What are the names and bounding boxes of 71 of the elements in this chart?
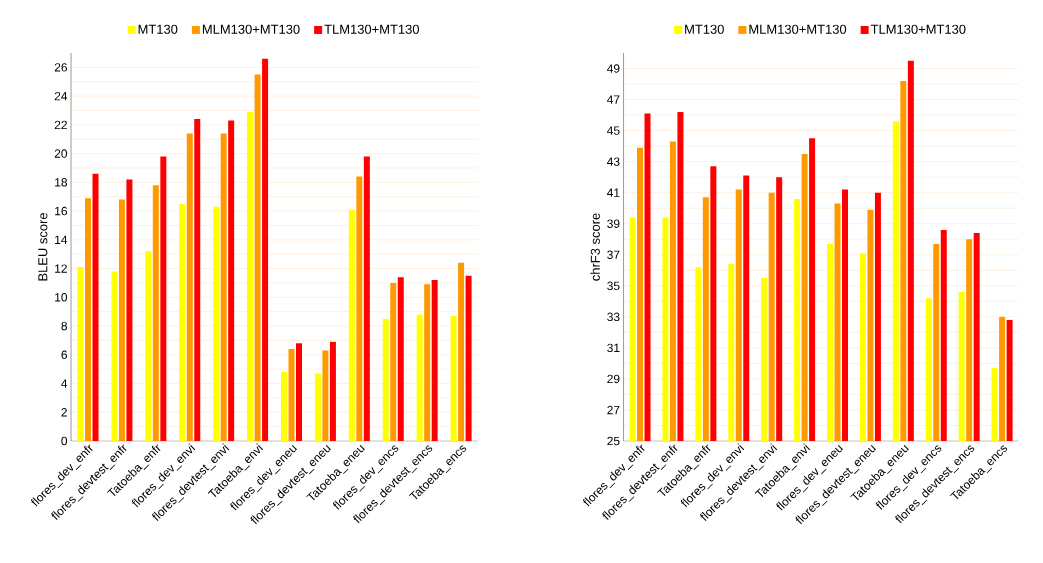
y-tick-label: 0 [61,436,68,446]
bar [465,275,472,441]
bar [450,315,457,441]
y-tick-label: 26 [54,63,67,72]
y-tick-label: 41 [607,188,620,197]
y-tick-label: 18 [55,178,67,187]
bar [458,262,465,441]
y-tick-label: 14 [55,235,68,244]
legend-label: MT130 [138,24,178,34]
bar [322,350,329,441]
bar [329,341,336,441]
legend-label: TLM130+MT130 [324,24,419,34]
legend-label: MLM130+MT130 [202,24,300,34]
bar [228,120,235,441]
bar [145,251,152,441]
y-tick-label: 37 [607,250,620,259]
bar [126,179,133,441]
legend-label: MT130 [685,24,724,34]
bar [356,176,363,441]
bar [247,111,254,441]
y-tick-label: 35 [607,281,620,291]
bar [416,314,423,441]
y-axis-title: BLEU score [38,213,48,281]
y-tick-label: 45 [607,126,620,135]
y-tick-label: 29 [607,374,620,384]
bar [194,119,201,441]
y-tick-label: 20 [54,149,68,158]
y-tick-label: 2 [61,408,67,417]
bar [363,156,370,441]
y-tick-label: 25 [607,436,620,446]
y-tick-label: 12 [55,264,67,273]
y-tick-label: 47 [607,95,620,104]
y-tick-label: 39 [607,219,620,228]
bar [77,267,84,441]
bar [262,58,269,441]
y-tick-label: 10 [55,293,68,302]
bar [390,282,397,441]
y-tick-label: 24 [54,91,68,101]
y-tick-label: 33 [607,312,620,322]
y-tick-label: 27 [607,405,620,415]
y-tick-label: 4 [61,379,68,388]
bar [288,349,295,441]
bar [92,173,99,441]
y-tick-label: 43 [607,157,620,166]
bar [424,284,431,441]
legend-label: MLM130+MT130 [749,24,847,34]
bar [152,185,159,441]
bar [296,343,302,441]
bar [314,373,321,441]
bar [382,318,389,441]
bar [118,199,125,441]
y-tick-label: 8 [61,321,67,331]
bar [431,280,438,441]
bar [179,203,186,441]
legend-label: TLM130+MT130 [870,24,966,34]
y-tick-label: 16 [55,206,67,216]
bar [254,74,261,441]
bar [348,209,355,441]
bar [397,277,404,441]
y-axis-title: chrF3 score [590,213,600,281]
bar [160,156,167,441]
bar [85,198,91,441]
y-tick-label: 6 [61,350,67,359]
bar [281,372,287,441]
bar [186,133,193,441]
bar [111,271,118,441]
bar [220,133,227,441]
y-tick-label: 22 [54,120,67,130]
y-tick-label: 31 [607,343,620,353]
y-tick-label: 49 [607,64,620,73]
bar [213,206,220,441]
